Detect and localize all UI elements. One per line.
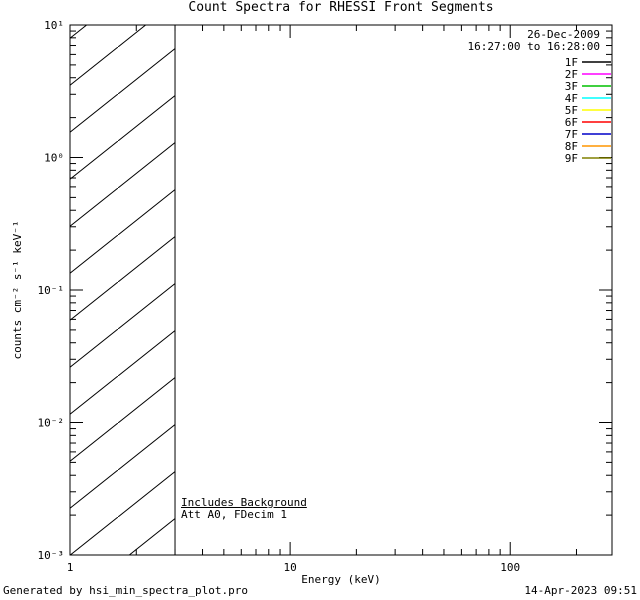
legend-label: 9F: [565, 152, 578, 165]
legend-label: 3F: [565, 80, 578, 93]
hatch-region: [70, 25, 176, 555]
render-timestamp: 14-Apr-2023 09:51: [524, 584, 637, 597]
legend-label: 8F: [565, 140, 578, 153]
legend-label: 5F: [565, 104, 578, 117]
generated-by-text: Generated by hsi_min_spectra_plot.pro: [3, 584, 249, 597]
x-tick-label: 10: [283, 561, 296, 574]
chart-title: Count Spectra for RHESSI Front Segments: [188, 0, 494, 15]
observation-date: 26-Dec-2009: [527, 28, 600, 41]
legend-label: 6F: [565, 116, 578, 129]
y-tick-label: 10⁻²: [38, 417, 65, 430]
y-axis-label: counts cm⁻² s⁻¹ keV⁻¹: [11, 220, 24, 360]
x-tick-label: 1: [67, 561, 74, 574]
x-tick-label: 100: [500, 561, 520, 574]
legend-label: 2F: [565, 68, 578, 81]
y-tick-label: 10⁰: [44, 152, 64, 165]
annotation-includes-background: Includes Background: [181, 496, 307, 509]
legend-label: 7F: [565, 128, 578, 141]
annotation-attenuator-state: Att A0, FDecim 1: [181, 508, 287, 521]
y-tick-label: 10⁻³: [38, 549, 65, 562]
y-tick-label: 10¹: [44, 19, 64, 32]
x-axis-label: Energy (keV): [301, 573, 381, 586]
y-tick-label: 10⁻¹: [38, 284, 65, 297]
legend-label: 1F: [565, 56, 578, 69]
observation-time-range: 16:27:00 to 16:28:00: [467, 40, 600, 53]
legend-label: 4F: [565, 92, 578, 105]
